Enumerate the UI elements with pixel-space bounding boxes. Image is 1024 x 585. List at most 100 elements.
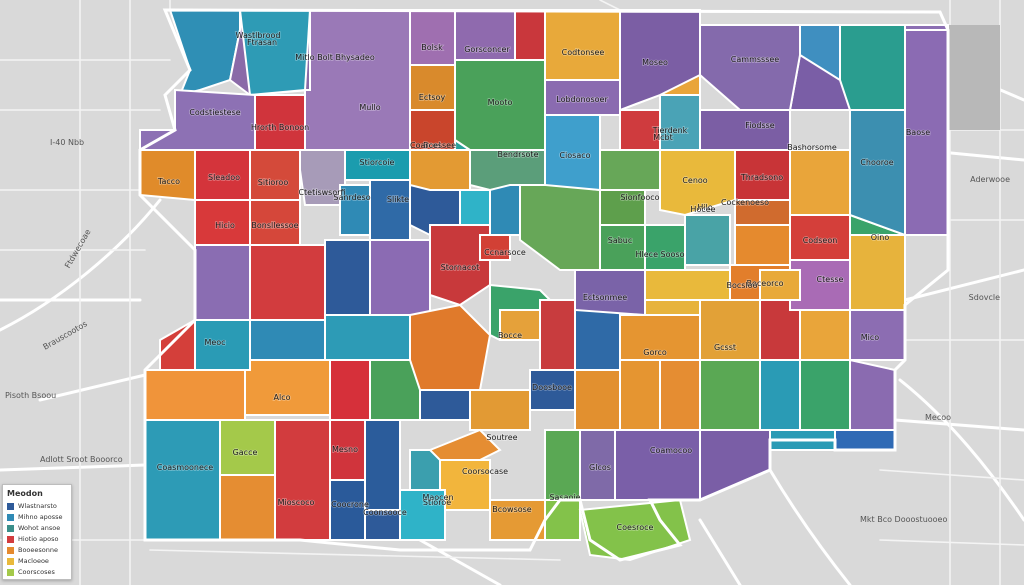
legend-swatch	[7, 513, 14, 521]
county-region[interactable]	[244, 359, 331, 416]
county-region[interactable]	[599, 149, 661, 191]
road	[893, 418, 1024, 432]
region-filler[interactable]	[324, 314, 411, 361]
county-label: Mcbt	[653, 133, 673, 142]
legend-item: Booeesonne	[7, 546, 67, 554]
legend-item: Mihno aposse	[7, 513, 67, 521]
county-region[interactable]	[329, 479, 366, 541]
region-filler[interactable]	[249, 244, 326, 321]
county-label: Sleadoo	[208, 173, 240, 182]
region-filler[interactable]	[574, 309, 621, 371]
county-region[interactable]	[529, 369, 576, 411]
county-region[interactable]	[684, 214, 731, 266]
region-filler[interactable]	[574, 369, 621, 431]
place-label: Pisoth Bsoou	[5, 391, 56, 400]
county-region[interactable]	[249, 199, 301, 246]
county-region[interactable]	[499, 309, 541, 341]
county-region[interactable]	[699, 24, 801, 111]
region-filler[interactable]	[834, 429, 896, 451]
region-filler[interactable]	[194, 244, 251, 321]
region-filler[interactable]	[644, 269, 731, 301]
county-region[interactable]	[849, 234, 906, 311]
county-region[interactable]	[409, 9, 456, 66]
county-region[interactable]	[734, 224, 791, 271]
county-region[interactable]	[139, 149, 196, 202]
region-filler[interactable]	[539, 299, 576, 371]
region-filler[interactable]	[324, 239, 371, 316]
county-region[interactable]	[369, 179, 411, 241]
region-filler[interactable]	[249, 319, 326, 361]
county-label: Baose	[906, 128, 930, 137]
region-filler[interactable]	[544, 499, 581, 541]
county-region[interactable]	[409, 64, 456, 111]
county-regions[interactable]	[139, 9, 949, 562]
road	[0, 463, 147, 472]
county-region[interactable]	[579, 429, 616, 501]
region-filler[interactable]	[699, 429, 771, 502]
legend-swatch	[7, 535, 14, 543]
county-region[interactable]	[699, 299, 761, 361]
region-filler[interactable]	[519, 178, 601, 271]
county-region[interactable]	[249, 149, 301, 201]
county-label: Bashorsome	[787, 143, 837, 152]
region-filler[interactable]	[839, 24, 906, 111]
county-region[interactable]	[274, 419, 331, 541]
county-region[interactable]	[544, 9, 621, 81]
region-filler[interactable]	[409, 303, 492, 391]
county-region[interactable]	[428, 428, 502, 461]
region-filler[interactable]	[619, 359, 661, 431]
county-region[interactable]	[399, 489, 446, 541]
region-filler[interactable]	[799, 309, 851, 361]
county-region[interactable]	[144, 419, 221, 541]
county-label: Sasaoie	[549, 493, 580, 502]
county-region[interactable]	[479, 234, 511, 261]
region-filler[interactable]	[699, 359, 761, 431]
county-label: Mitlo Bolt Bhysadeo	[295, 53, 375, 62]
region-filler[interactable]	[469, 389, 531, 431]
county-label: Mooto	[488, 98, 513, 107]
county-region[interactable]	[429, 224, 491, 307]
county-region[interactable]	[614, 429, 701, 501]
county-region[interactable]	[194, 319, 251, 371]
county-region[interactable]	[489, 499, 546, 541]
region-filler[interactable]	[799, 359, 851, 431]
place-label: Sdovcle	[969, 293, 1000, 302]
county-label: Moseo	[642, 58, 668, 67]
region-filler[interactable]	[219, 474, 276, 541]
county-region[interactable]	[699, 109, 791, 151]
road	[0, 198, 162, 332]
background-block	[948, 25, 1000, 130]
county-region[interactable]	[659, 149, 736, 217]
region-filler[interactable]	[489, 184, 521, 236]
county-region[interactable]	[789, 149, 851, 216]
county-region[interactable]	[168, 9, 241, 97]
region-filler[interactable]	[514, 9, 546, 61]
legend-label: Wlastnarsto	[18, 502, 57, 510]
county-region[interactable]	[849, 109, 906, 237]
county-region[interactable]	[454, 59, 546, 157]
place-label: Mkt Bco Dooostuooeo	[860, 515, 947, 524]
region-filler[interactable]	[159, 318, 196, 371]
region-filler[interactable]	[599, 224, 646, 271]
county-label: Stioroe	[423, 498, 451, 507]
region-filler[interactable]	[659, 359, 701, 431]
county-region[interactable]	[759, 269, 801, 301]
legend-item: Coorscoses	[7, 568, 67, 576]
county-region[interactable]	[304, 9, 411, 151]
county-region[interactable]	[339, 184, 371, 236]
region-filler[interactable]	[144, 369, 246, 421]
county-label: Chooroe	[860, 158, 893, 167]
county-region[interactable]	[644, 224, 686, 271]
region-filler[interactable]	[644, 299, 701, 316]
region-filler[interactable]	[849, 358, 896, 431]
region-filler[interactable]	[419, 389, 471, 421]
region-filler[interactable]	[759, 359, 801, 431]
county-region[interactable]	[544, 429, 581, 501]
region-filler[interactable]	[329, 359, 371, 421]
county-region[interactable]	[364, 419, 401, 511]
region-filler[interactable]	[369, 239, 431, 316]
county-region[interactable]	[409, 149, 471, 191]
region-filler[interactable]	[459, 189, 491, 226]
